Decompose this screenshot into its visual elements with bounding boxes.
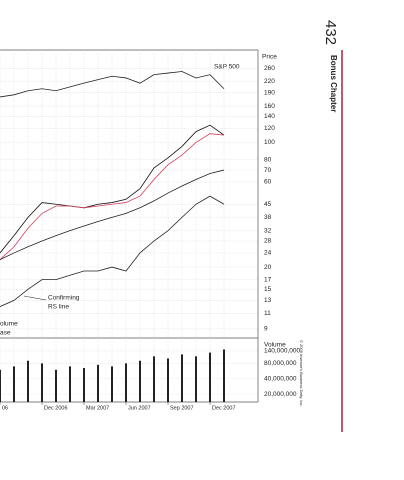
y-tick-label: 15 bbox=[264, 286, 272, 293]
y-tick-label: 160 bbox=[264, 103, 275, 110]
y-tick-label: 80,000,000 bbox=[264, 360, 297, 367]
series-line bbox=[0, 71, 225, 98]
annotation: ase bbox=[0, 330, 11, 337]
series-line bbox=[0, 133, 225, 260]
y-tick-label: 11 bbox=[264, 310, 271, 317]
volume-bar bbox=[139, 360, 141, 402]
volume-bar bbox=[209, 352, 211, 402]
y-axis-label: Price bbox=[262, 54, 277, 61]
volume-bar bbox=[153, 356, 155, 402]
volume-bar bbox=[83, 367, 85, 402]
y-tick-label: 20,000,000 bbox=[264, 391, 297, 398]
y-tick-label: 120 bbox=[264, 125, 275, 132]
volume-bar bbox=[181, 354, 183, 402]
annotation: S&P 500 bbox=[214, 64, 240, 71]
volume-bar bbox=[41, 363, 43, 402]
copyright: © 2009 Investor's Business Daily, Inc. bbox=[299, 340, 304, 407]
y-tick-label: 28 bbox=[264, 238, 272, 245]
series-line bbox=[0, 195, 225, 307]
volume-bar bbox=[55, 369, 57, 402]
x-tick-label: 06 bbox=[2, 405, 8, 411]
volume-bar bbox=[223, 349, 225, 402]
y-tick-label: 38 bbox=[264, 214, 272, 221]
y-tick-label: 260 bbox=[264, 65, 275, 72]
y-tick-label: 9 bbox=[264, 326, 268, 333]
y-tick-label: 100 bbox=[264, 139, 275, 146]
volume-bar bbox=[27, 360, 29, 402]
volume-bar bbox=[97, 364, 99, 402]
arrow bbox=[23, 295, 47, 301]
x-tick-label: Dec 2006 bbox=[44, 405, 68, 411]
y-tick-label: 80 bbox=[264, 156, 272, 163]
y-tick-label: 220 bbox=[264, 78, 275, 85]
x-tick-label: Dec 2007 bbox=[212, 405, 236, 411]
volume-bar bbox=[195, 356, 197, 402]
x-tick-label: Jun 2007 bbox=[128, 405, 151, 411]
annotation: RS line bbox=[48, 304, 69, 311]
x-tick-label: Mar 2007 bbox=[86, 405, 109, 411]
y-tick-label: 140 bbox=[264, 113, 275, 120]
series-line bbox=[0, 169, 225, 261]
y-tick-label: 60 bbox=[264, 179, 272, 186]
y-tick-label: 24 bbox=[264, 250, 272, 257]
y-tick-label: 13 bbox=[264, 297, 272, 304]
x-tick-label: Sep 2007 bbox=[170, 405, 194, 411]
y-tick-label: 140,000,000 bbox=[264, 348, 301, 355]
volume-bar bbox=[69, 366, 71, 402]
volume-bar bbox=[111, 366, 113, 402]
y-tick-label: 40,000,000 bbox=[264, 375, 297, 382]
series-line bbox=[0, 124, 225, 254]
y-tick-label: 20 bbox=[264, 264, 272, 271]
annotation: Confirming bbox=[48, 295, 80, 302]
volume-bar bbox=[13, 366, 15, 402]
y-tick-label: 45 bbox=[264, 201, 272, 208]
y-axis-label: Volume bbox=[264, 342, 286, 349]
volume-bar bbox=[0, 369, 1, 402]
page-number: 432 bbox=[322, 20, 339, 45]
volume-bar bbox=[167, 358, 169, 402]
y-tick-label: 17 bbox=[264, 276, 272, 283]
volume-bar bbox=[125, 363, 127, 402]
chapter-title: Bonus Chapter bbox=[329, 55, 338, 112]
annotation: olume bbox=[0, 321, 18, 328]
y-tick-label: 70 bbox=[264, 167, 272, 174]
y-tick-label: 190 bbox=[264, 89, 275, 96]
y-tick-label: 32 bbox=[264, 227, 272, 234]
